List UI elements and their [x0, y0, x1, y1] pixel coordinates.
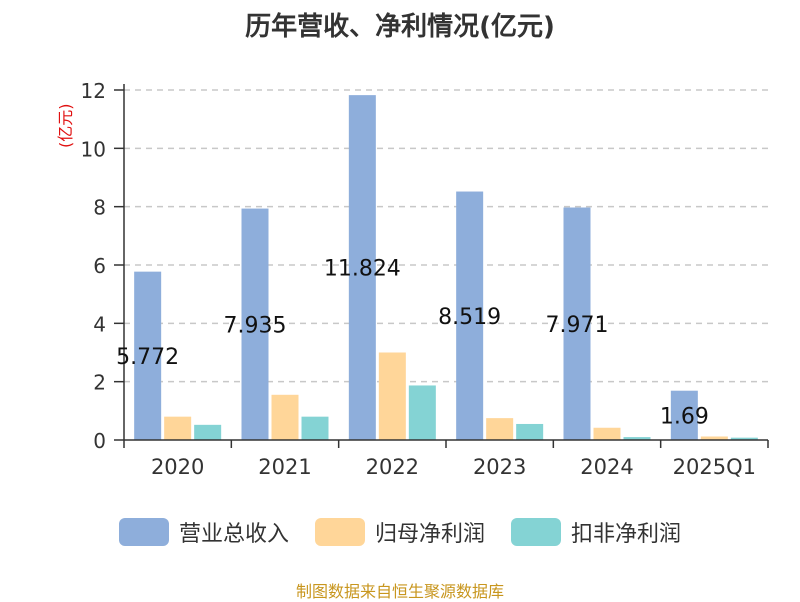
bar-deducted-profit[interactable] [730, 437, 758, 440]
x-tick-label: 2022 [366, 455, 419, 479]
bar-net-profit[interactable] [486, 418, 514, 440]
x-tick-label: 2024 [580, 455, 633, 479]
bar-revenue[interactable] [134, 271, 162, 440]
legend-swatch-net-profit [314, 518, 365, 546]
data-label-revenue: 8.519 [438, 305, 501, 330]
grid-lines [124, 89, 768, 383]
chart-title: 历年营收、净利情况(亿元) [245, 12, 555, 42]
data-label-revenue: 1.69 [660, 404, 709, 429]
y-tick-label: 4 [93, 312, 106, 336]
bar-deducted-profit[interactable] [408, 385, 436, 440]
legend-item-deducted-profit[interactable]: 扣非净利润 [511, 516, 681, 548]
y-tick-label: 6 [93, 254, 106, 278]
bar-revenue[interactable] [456, 191, 484, 440]
bar-deducted-profit[interactable] [516, 423, 544, 440]
data-label-revenue: 7.935 [224, 313, 287, 338]
legend: 营业总收入 归母净利润 扣非净利润 [0, 516, 800, 548]
bar-deducted-profit[interactable] [194, 424, 222, 440]
legend-label-net-profit: 归母净利润 [374, 522, 485, 547]
data-label-revenue: 11.824 [324, 257, 401, 282]
legend-item-revenue[interactable]: 营业总收入 [118, 516, 289, 548]
legend-swatch-deducted-profit [511, 518, 561, 546]
legend-label-revenue: 营业总收入 [178, 522, 289, 547]
bar-revenue[interactable] [348, 95, 376, 440]
bar-revenue[interactable] [241, 208, 269, 440]
bar-net-profit[interactable] [593, 427, 621, 440]
axes: 0 2 4 6 8 10 12 2020 2021 2022 2023 2024 2025Q1 [81, 79, 769, 479]
source-note: 制图数据来自恒生聚源数据库 [295, 582, 504, 601]
data-labels: 5.772 7.935 11.824 8.519 7.971 1.69 [116, 257, 709, 430]
y-tick-label: 10 [81, 137, 106, 161]
bar-net-profit[interactable] [700, 436, 728, 441]
y-tick-label: 8 [93, 196, 106, 220]
x-tick-label: 2020 [151, 455, 204, 479]
y-tick-label: 2 [93, 371, 106, 395]
bar-revenue[interactable] [670, 390, 698, 440]
legend-label-deducted-profit: 扣非净利润 [571, 522, 682, 547]
legend-swatch-revenue [118, 518, 169, 546]
bar-revenue[interactable] [563, 207, 591, 440]
x-tick-label: 2025Q1 [673, 455, 756, 479]
bars [134, 95, 758, 440]
y-tick-label: 12 [81, 79, 106, 103]
x-tick-label: 2023 [473, 455, 526, 479]
y-tick-label: 0 [93, 429, 106, 453]
bar-deducted-profit[interactable] [623, 437, 651, 440]
x-tick-label: 2021 [258, 455, 311, 479]
data-label-revenue: 7.971 [546, 313, 609, 338]
legend-item-net-profit[interactable]: 归母净利润 [314, 516, 485, 548]
bar-deducted-profit[interactable] [301, 416, 329, 440]
bar-net-profit[interactable] [378, 352, 406, 441]
data-label-revenue: 5.772 [116, 345, 179, 370]
bar-net-profit[interactable] [164, 416, 192, 440]
bar-net-profit[interactable] [271, 394, 299, 440]
